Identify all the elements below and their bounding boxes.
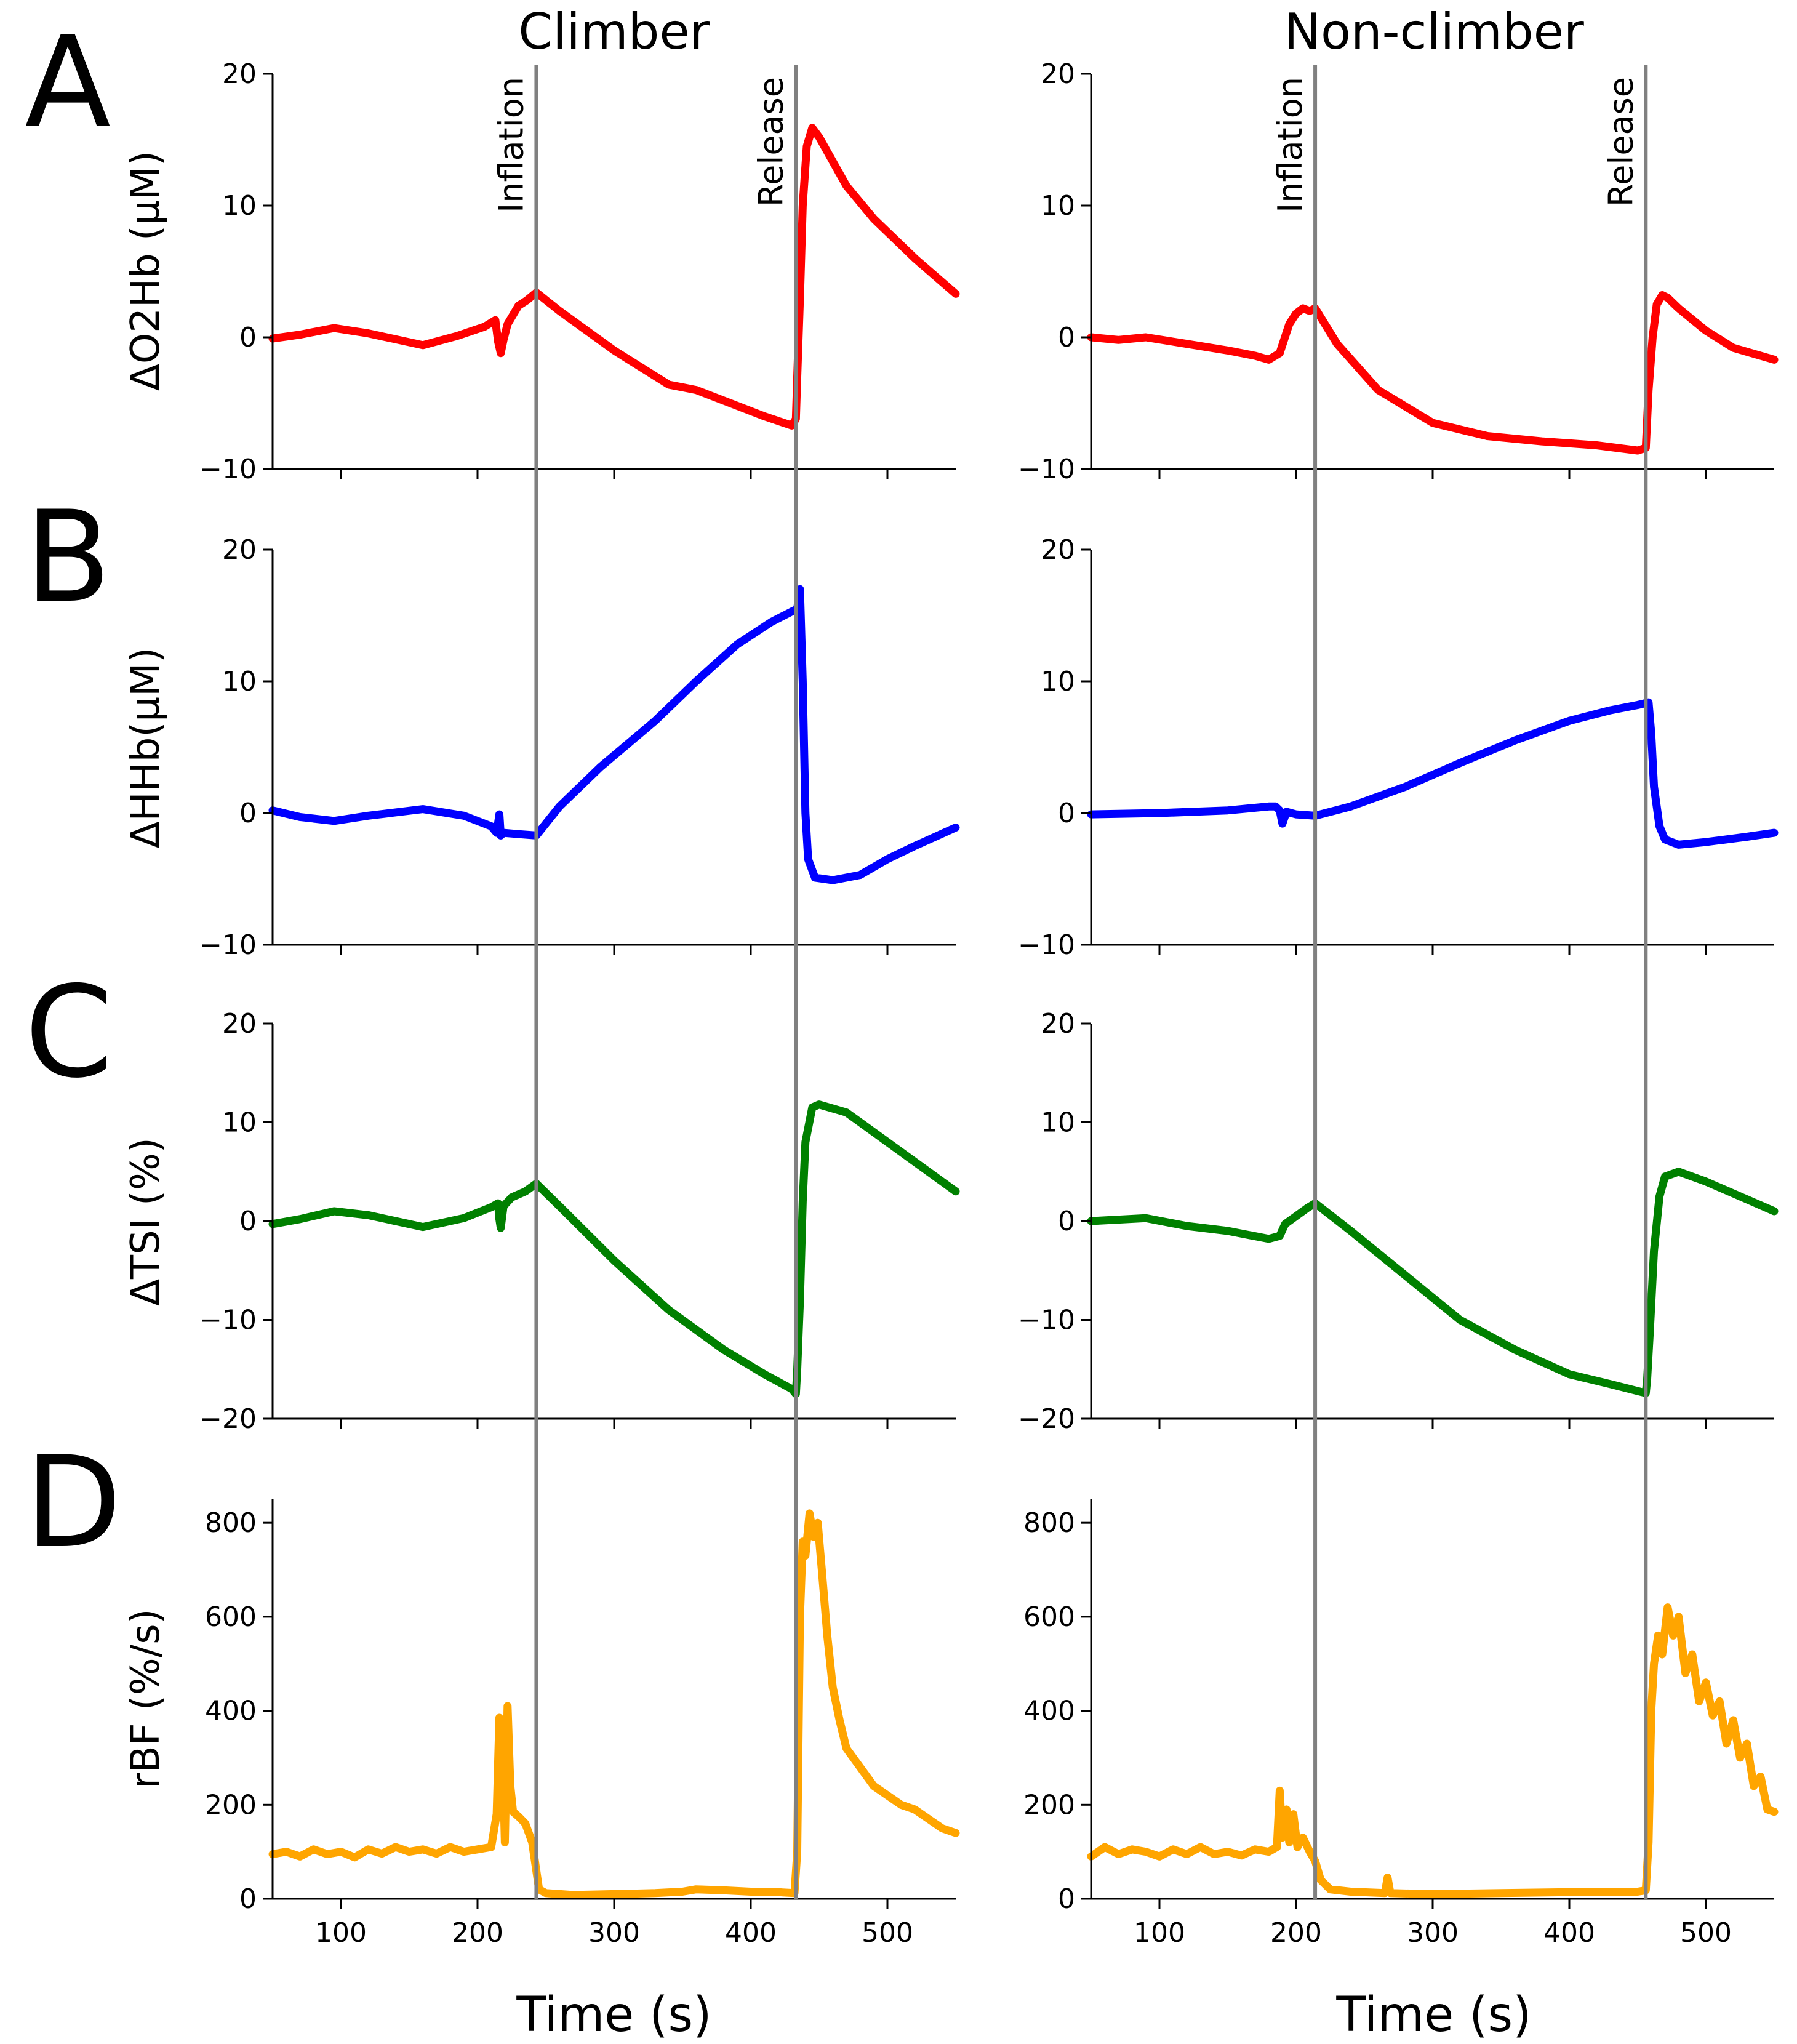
- y-tick-label: 0: [239, 1206, 257, 1237]
- y-tick-label: −20: [1018, 1403, 1075, 1435]
- x-tick-label: 500: [1680, 1917, 1732, 1949]
- x-tick-label: 200: [1270, 1917, 1322, 1949]
- series-line-d-non-climber: [1087, 1603, 1779, 1898]
- y-tick-label: 20: [222, 1008, 257, 1040]
- y-tick-label: −10: [199, 1305, 257, 1336]
- panel-letter-c: C: [25, 960, 113, 1106]
- y-tick-label: 20: [222, 534, 257, 566]
- x-tick-label: 100: [315, 1917, 367, 1949]
- y-tick-label: 10: [222, 1107, 257, 1139]
- y-tick-label: 10: [222, 666, 257, 697]
- y-tick-label: 600: [1023, 1601, 1075, 1633]
- y-tick-label: 400: [205, 1696, 257, 1727]
- y-tick-label: 800: [205, 1507, 257, 1539]
- panel-b-non-climber: −10 0 10 20: [1018, 534, 1779, 961]
- y-tick-label: 0: [1058, 1206, 1075, 1237]
- event-label-inflation: Inflation: [492, 77, 531, 213]
- y-tick-label: 10: [222, 190, 257, 222]
- y-tick-label: −10: [1018, 454, 1075, 485]
- ylabel-o2hb: ΔO2Hb (μM): [123, 151, 169, 391]
- y-tick-label: 20: [222, 58, 257, 90]
- y-tick-label: 10: [1041, 1107, 1075, 1139]
- y-tick-label: −10: [1018, 929, 1075, 961]
- y-tick-label: 0: [239, 798, 257, 829]
- event-lines: [534, 65, 1648, 1899]
- xlabel-non-climber: Time (s): [1335, 1987, 1531, 2043]
- event-label-release: Release: [751, 77, 790, 207]
- x-tick-label: 100: [1134, 1917, 1185, 1949]
- ylabel-tsi: ΔTSI (%): [123, 1137, 169, 1305]
- event-label-release: Release: [1601, 77, 1640, 207]
- y-tick-label: −10: [199, 929, 257, 961]
- y-tick-label: 0: [1058, 1883, 1075, 1915]
- panel-letter-a: A: [25, 10, 111, 156]
- series-line-a-climber: [268, 124, 960, 430]
- y-tick-label: 20: [1041, 534, 1075, 566]
- series-line-a-non-climber: [1087, 291, 1779, 455]
- y-tick-label: 0: [1058, 322, 1075, 353]
- series-line-b-non-climber: [1087, 698, 1779, 849]
- y-tick-label: 10: [1041, 190, 1075, 222]
- y-tick-label: 800: [1023, 1507, 1075, 1539]
- series-line-b-climber: [268, 585, 960, 884]
- x-tick-label: 200: [452, 1917, 503, 1949]
- series-line-c-climber: [268, 1100, 960, 1398]
- panels: −10 0 10 20 Inflation Release −10 0 10 20 Inflatio…: [199, 58, 1779, 1949]
- panel-d-climber: 0 200 400 600 800 100 200 300 400 500: [205, 1499, 960, 1949]
- y-tick-label: 200: [205, 1789, 257, 1821]
- y-tick-label: 20: [1041, 1008, 1075, 1040]
- column-title-climber: Climber: [518, 3, 710, 60]
- y-tick-label: −20: [199, 1403, 257, 1435]
- y-tick-label: −10: [199, 454, 257, 485]
- event-label-inflation: Inflation: [1271, 77, 1310, 213]
- y-tick-label: 0: [1058, 798, 1075, 829]
- y-tick-label: 20: [1041, 58, 1075, 90]
- series-line-c-non-climber: [1087, 1168, 1779, 1397]
- y-tick-label: −10: [1018, 1305, 1075, 1336]
- series-line-d-climber: [268, 1509, 960, 1899]
- y-tick-label: 10: [1041, 666, 1075, 697]
- panel-c-non-climber: −20 −10 0 10 20: [1018, 1008, 1779, 1435]
- xlabel-climber: Time (s): [516, 1987, 711, 2043]
- x-tick-label: 500: [862, 1917, 913, 1949]
- y-tick-label: 400: [1023, 1696, 1075, 1727]
- panel-a-non-climber: −10 0 10 20 Inflation Release: [1018, 58, 1779, 485]
- ylabel-rbf: rBF (%/s): [123, 1608, 169, 1789]
- ylabel-hhb: ΔHHb(μM): [123, 647, 169, 849]
- panel-letter-d: D: [25, 1430, 122, 1576]
- y-tick-label: 0: [239, 322, 257, 353]
- x-tick-label: 300: [1407, 1917, 1459, 1949]
- panel-b-climber: −10 0 10 20: [199, 534, 960, 961]
- x-tick-label: 300: [588, 1917, 640, 1949]
- y-tick-label: 600: [205, 1601, 257, 1633]
- panel-letter-b: B: [25, 484, 111, 631]
- panel-d-non-climber: 0 200 400 600 800 100 200 300 400 500: [1023, 1499, 1779, 1949]
- y-tick-label: 200: [1023, 1789, 1075, 1821]
- x-tick-label: 400: [725, 1917, 777, 1949]
- panel-a-climber: −10 0 10 20 Inflation Release: [199, 58, 960, 485]
- x-tick-label: 400: [1543, 1917, 1595, 1949]
- panel-c-climber: −20 −10 0 10 20: [199, 1008, 960, 1435]
- y-tick-label: 0: [239, 1883, 257, 1915]
- column-title-non-climber: Non-climber: [1284, 3, 1584, 60]
